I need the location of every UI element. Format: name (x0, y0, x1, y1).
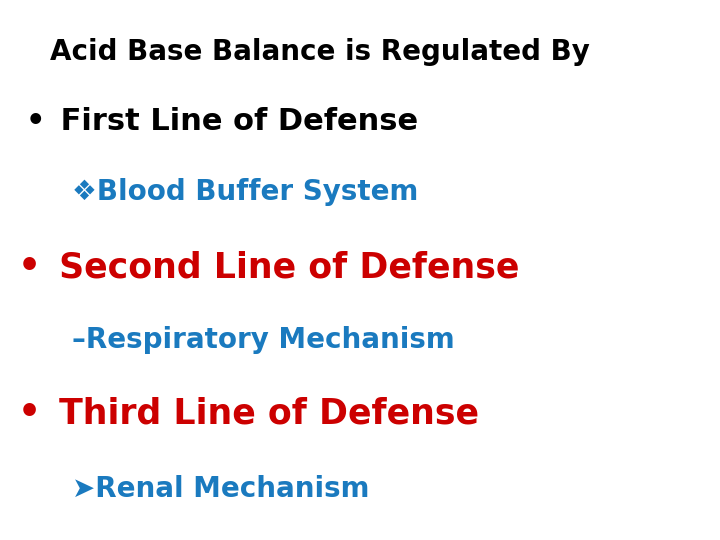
Text: Acid Base Balance is Regulated By: Acid Base Balance is Regulated By (50, 38, 590, 66)
Text: •: • (25, 107, 45, 136)
Text: •: • (18, 251, 41, 284)
Text: Third Line of Defense: Third Line of Defense (47, 396, 479, 430)
Text: Second Line of Defense: Second Line of Defense (47, 251, 519, 284)
Text: First Line of Defense: First Line of Defense (50, 107, 418, 136)
Text: –Respiratory Mechanism: –Respiratory Mechanism (72, 326, 455, 354)
Text: ➤Renal Mechanism: ➤Renal Mechanism (72, 475, 369, 503)
Text: ❖Blood Buffer System: ❖Blood Buffer System (72, 178, 418, 206)
Text: •: • (18, 396, 41, 430)
